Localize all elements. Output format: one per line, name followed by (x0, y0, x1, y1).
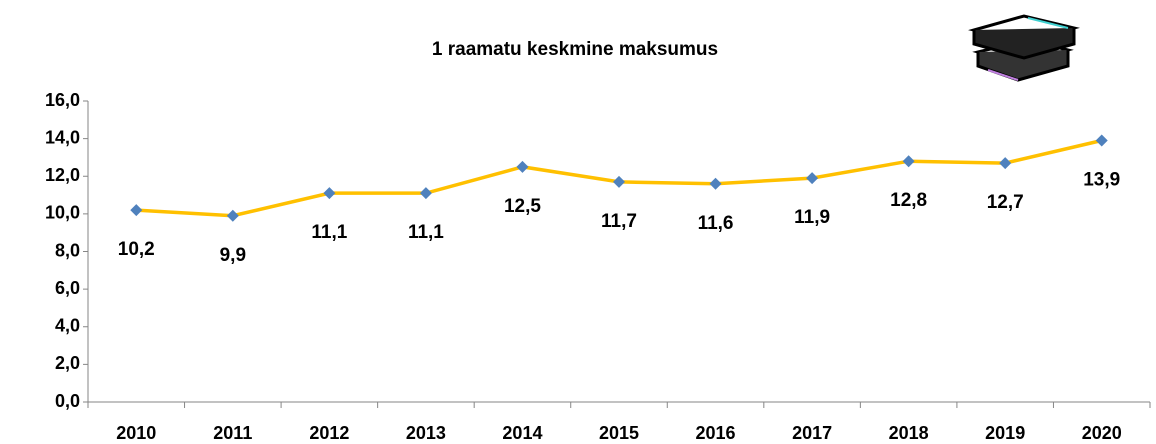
value-label: 10,2 (118, 239, 155, 260)
marker (999, 157, 1011, 169)
x-tick-label: 2015 (599, 423, 639, 443)
x-tick-label: 2014 (502, 423, 542, 443)
marker (227, 210, 239, 222)
y-tick-label: 2,0 (55, 353, 80, 373)
page: {"chart_data": {"type": "line", "title":… (0, 0, 1156, 444)
x-tick-label: 2013 (406, 423, 446, 443)
value-label: 9,9 (220, 245, 246, 266)
x-tick-label: 2017 (792, 423, 832, 443)
x-tick-label: 2012 (309, 423, 349, 443)
x-tick-label: 2018 (889, 423, 929, 443)
x-tick-label: 2016 (696, 423, 736, 443)
marker (130, 204, 142, 216)
x-tick-label: 2011 (213, 423, 252, 443)
marker (1096, 135, 1108, 147)
value-label: 12,7 (987, 192, 1024, 213)
y-tick-label: 14,0 (45, 127, 80, 147)
chart-title: 1 raamatu keskmine maksumus (432, 39, 718, 60)
marker (806, 172, 818, 184)
marker (516, 161, 528, 173)
value-label: 11,1 (408, 222, 444, 243)
y-tick-label: 12,0 (45, 165, 80, 185)
y-tick-label: 16,0 (45, 90, 80, 110)
value-label: 11,7 (601, 211, 637, 232)
value-label: 12,5 (504, 196, 541, 217)
value-label: 11,1 (311, 222, 347, 243)
y-tick-label: 8,0 (55, 240, 80, 260)
x-tick-label: 2020 (1082, 423, 1122, 443)
marker (323, 187, 335, 199)
x-tick-label: 2010 (116, 423, 156, 443)
value-label: 12,8 (890, 190, 927, 211)
y-tick-label: 6,0 (55, 278, 80, 298)
value-label: 13,9 (1083, 170, 1120, 191)
y-tick-label: 10,0 (45, 203, 80, 223)
y-tick-label: 0,0 (55, 391, 80, 411)
x-tick-label: 2019 (985, 423, 1025, 443)
marker (903, 155, 915, 167)
marker (420, 187, 432, 199)
marker (710, 178, 722, 190)
marker (613, 176, 625, 188)
y-tick-label: 4,0 (55, 316, 80, 336)
value-label: 11,6 (698, 213, 734, 234)
value-label: 11,9 (794, 207, 830, 228)
chart: 1 raamatu keskmine maksumus 0,0 2,0 4,0 6,0… (0, 0, 1156, 444)
books-icon (974, 16, 1074, 80)
